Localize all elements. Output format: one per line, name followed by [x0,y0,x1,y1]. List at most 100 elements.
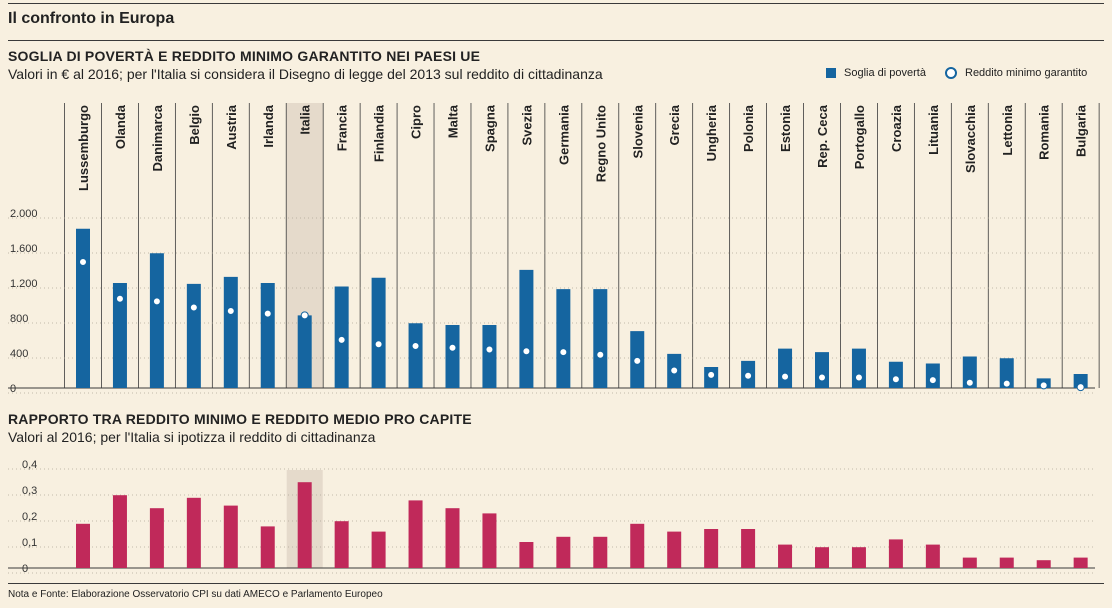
poverty-bar [925,363,940,388]
poverty-bar [1073,374,1088,388]
country-label: Irlanda [261,104,276,147]
ratio-bar [741,529,756,568]
ratio-bar [630,523,645,568]
country-label: Malta [446,104,461,138]
country-label: Grecia [667,104,682,145]
minimum-income-dot [226,307,235,315]
country-label: Croazia [889,104,904,152]
country-label: Regno Unito [593,105,608,182]
ratio-bar [778,544,793,568]
minimum-income-dot [670,366,679,375]
country-label: Austria [224,104,239,150]
country-label: Francia [335,104,350,151]
y-tick-label: 0 [10,383,16,395]
country-label: Cipro [409,105,424,139]
minimum-income-dot [448,343,457,352]
bottom-rule [8,583,1104,584]
poverty-bar [297,315,312,388]
minimum-income-dot [744,371,753,380]
poverty-bar [408,323,423,388]
minimum-income-dot [965,378,974,387]
country-label: Slovacchia [963,104,978,173]
legend-item-poverty: Soglia di povertà [826,67,926,79]
minimum-income-dot [337,335,346,344]
minimum-income-dot [559,348,568,357]
ratio-bar [1073,557,1088,568]
ratio-bar [1036,560,1051,568]
minimum-income-dot [189,303,198,312]
chart2-subtitle: Valori al 2016; per l'Italia si ipotizza… [8,429,376,445]
source-note: Nota e Fonte: Elaborazione Osservatorio … [8,589,383,600]
poverty-bar [445,325,460,388]
minimum-income-dot [891,375,900,384]
minimum-income-dot [263,309,272,318]
ratio-bar [334,521,349,568]
ratio-bar [962,557,977,568]
square-icon [826,68,836,78]
minimum-income-dot [928,376,937,385]
country-label: Belgio [187,105,202,145]
poverty-bar [519,269,534,388]
country-label: Polonia [741,104,756,152]
country-label: Finlandia [372,104,387,162]
country-label: Bulgaria [1074,104,1089,157]
ratio-bar [556,536,571,568]
poverty-bar [186,283,201,388]
minimum-income-dot [707,370,716,379]
ratio-bar [149,508,164,568]
y-tick-label: 1.200 [10,278,38,290]
legend-label-poverty: Soglia di povertà [844,67,926,79]
y-tick-label: 0,1 [22,537,37,549]
y-tick-label: 0,4 [22,459,37,471]
country-label: Lettonia [1000,104,1015,155]
poverty-bar [999,358,1014,388]
poverty-bar [962,356,977,388]
chart1-title: SOGLIA DI POVERTÀ E REDDITO MINIMO GARAN… [8,48,481,64]
ratio-bar [76,523,90,568]
y-tick-label: 0,3 [22,485,37,497]
country-label: Spagna [482,104,497,152]
poverty-bar [149,253,164,388]
poverty-bar [260,283,275,388]
minimum-income-dot [633,356,642,365]
country-label: Slovenia [630,104,645,158]
minimum-income-dot [374,340,383,349]
poverty-bar [778,348,793,388]
chart1-subtitle: Valori in € al 2016; per l'Italia si con… [8,66,603,82]
ratio-bar [482,513,497,568]
minimum-income-dot [300,311,309,320]
top-rule [8,3,1104,4]
country-label: Portogallo [852,105,867,169]
country-label: Olanda [113,104,128,149]
ratio-bar [445,508,460,568]
ratio-bar [815,547,829,568]
country-label: Ungheria [704,104,719,161]
poverty-bar [76,228,90,388]
country-label: Germania [556,104,571,165]
ratio-bar [888,539,903,568]
poverty-bar [371,277,386,388]
y-tick-label: 400 [10,348,28,360]
minimum-income-dot [152,297,161,306]
poverty-bar [223,276,238,388]
y-tick-label: 1.600 [10,243,38,255]
minimum-income-dot [854,373,863,382]
ratio-bar [519,542,534,568]
minimum-income-dot [596,350,605,359]
ratio-bar [371,531,386,568]
ratio-bar [223,505,238,568]
minimum-income-dot [1076,383,1085,392]
minimum-income-dot [79,258,87,266]
country-label: Svezia [519,104,534,145]
poverty-bar [482,325,497,388]
country-label: Rep. Ceca [815,104,830,168]
ratio-bar [704,529,719,568]
poverty-bar [556,289,571,388]
circle-icon [945,67,957,79]
ratio-bar [408,500,423,568]
poverty-bar [815,352,829,388]
poverty-bar [851,348,866,388]
minimum-income-dot [781,372,790,381]
minimum-income-dot [115,294,124,303]
